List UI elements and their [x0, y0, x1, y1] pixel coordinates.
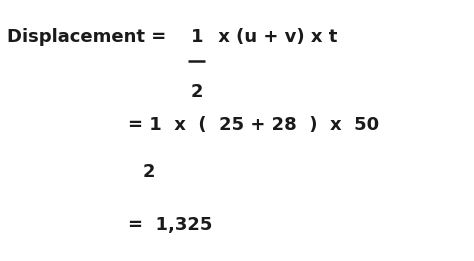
Text: 1: 1 — [191, 28, 203, 46]
Text: = 1  x  (  25 + 28  )  x  50: = 1 x ( 25 + 28 ) x 50 — [128, 116, 379, 134]
Text: x (u + v) x t: x (u + v) x t — [212, 28, 337, 46]
Text: Displacement =: Displacement = — [7, 28, 173, 46]
Text: 2: 2 — [143, 163, 155, 181]
Text: =  1,325: = 1,325 — [128, 216, 212, 234]
Text: 2: 2 — [191, 82, 203, 100]
